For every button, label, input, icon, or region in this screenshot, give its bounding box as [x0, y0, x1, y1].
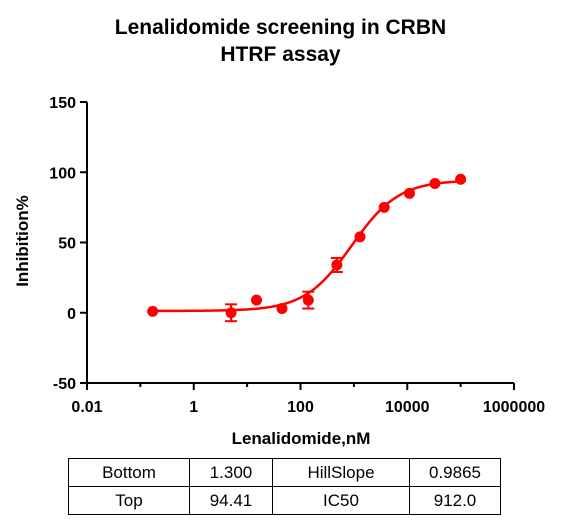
data-point [251, 294, 263, 306]
x-axis-label: Lenalidomide,nM [232, 429, 371, 448]
chart-title-line-1: Lenalidomide screening in CRBN [114, 16, 447, 39]
dose-response-plot: -50 0 50 100 150 0.01 1 100 10000 1000000 Inhibit… [13, 95, 545, 448]
table-row: Top 94.41 IC50 912.0 [68, 486, 501, 515]
x-tick-label: 0.01 [71, 399, 102, 416]
data-point [331, 259, 343, 271]
y-tick-label: 100 [49, 165, 76, 182]
x-tick-label: 1 [189, 399, 198, 416]
param-value-top: 94.41 [189, 486, 273, 515]
x-tick-label: 10000 [385, 399, 430, 416]
data-point [225, 307, 237, 319]
data-point [403, 187, 415, 199]
y-tick-label: 150 [49, 95, 76, 112]
param-value-ic50: 912.0 [409, 486, 501, 515]
axes: -50 0 50 100 150 0.01 1 100 10000 1000000 [49, 95, 545, 416]
param-value-hillslope: 0.9865 [409, 458, 501, 487]
y-tick-label: 50 [58, 236, 76, 253]
y-tick-label: -50 [53, 376, 76, 393]
param-value-bottom: 1.300 [189, 458, 273, 487]
data-point [429, 177, 441, 189]
param-name-top: Top [68, 486, 190, 515]
data-point [276, 303, 288, 315]
data-point [302, 294, 314, 306]
y-axis-label: Inhibition% [13, 195, 32, 287]
param-name-hillslope: HillSlope [272, 458, 410, 487]
chart-title: Lenalidomide screening in CRBN HTRF assa… [0, 14, 561, 68]
data-point [455, 173, 467, 185]
y-tick-label: 0 [67, 306, 76, 323]
table-row: Bottom 1.300 HillSlope 0.9865 [68, 458, 501, 487]
data-point [147, 305, 159, 317]
data-point [354, 231, 366, 243]
chart-title-line-2: HTRF assay [220, 43, 341, 66]
x-tick-label: 100 [287, 399, 314, 416]
data-point [378, 201, 390, 213]
x-tick-label: 1000000 [483, 399, 545, 416]
param-name-ic50: IC50 [272, 486, 410, 515]
param-name-bottom: Bottom [68, 458, 190, 487]
fit-parameters-table: Bottom 1.300 HillSlope 0.9865 Top 94.41 … [68, 458, 501, 515]
data-points [147, 173, 467, 323]
